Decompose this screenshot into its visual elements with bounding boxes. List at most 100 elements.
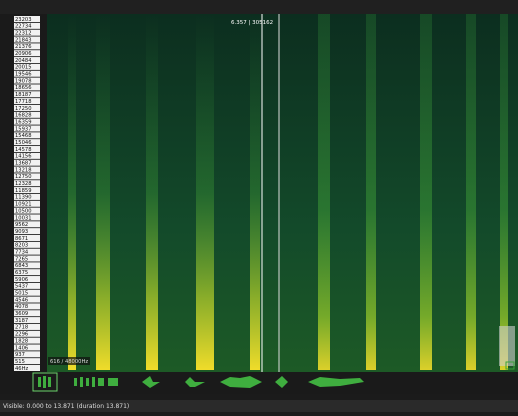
tick-label: 2718 xyxy=(15,325,28,331)
tick-label: 19546 xyxy=(15,72,32,78)
tick-label: 15468 xyxy=(15,133,32,139)
tick-label-bg xyxy=(14,98,40,105)
cursor-label: 6.357 | 305162 xyxy=(231,20,273,26)
tick-label: 12328 xyxy=(15,181,32,187)
tick-label-bg xyxy=(14,262,40,269)
tick-label-bg xyxy=(14,234,40,241)
tick-label-bg xyxy=(14,310,40,317)
frequency-axis: 2320322734223122184321376209062048420015… xyxy=(14,16,40,372)
tick-label-bg xyxy=(14,77,40,84)
waveform-viewport[interactable] xyxy=(32,372,58,392)
tick-label: 16828 xyxy=(15,113,32,119)
tick-label: 20015 xyxy=(15,65,32,71)
tick-label-bg xyxy=(14,200,40,207)
tick-label-bg xyxy=(14,173,40,180)
tick-label: 10031 xyxy=(15,215,32,221)
tick-label: 20906 xyxy=(15,51,32,57)
tick-label: 10500 xyxy=(15,208,32,214)
top-bar xyxy=(0,0,518,14)
speech-band xyxy=(196,14,214,370)
tick-label: 2296 xyxy=(15,332,28,338)
tick-label-bg xyxy=(14,125,40,132)
speech-band xyxy=(96,14,110,370)
tick-label-bg xyxy=(14,337,40,344)
tick-label-bg xyxy=(14,330,40,337)
tick-label: 8203 xyxy=(15,243,28,249)
tick-label: 11859 xyxy=(15,188,32,194)
tick-label: 22312 xyxy=(15,30,32,36)
status-bar xyxy=(0,400,518,412)
tick-label-bg xyxy=(14,70,40,77)
speech-band xyxy=(366,14,376,370)
tick-label-bg xyxy=(14,132,40,139)
tick-label-bg xyxy=(14,317,40,324)
tick-label: 17250 xyxy=(15,106,32,112)
tick-label: 15046 xyxy=(15,140,32,146)
tick-label: 10921 xyxy=(15,202,32,208)
scroll-thumb[interactable] xyxy=(499,326,515,366)
tick-label-bg xyxy=(14,282,40,289)
speech-bands xyxy=(68,14,508,370)
tick-label: 13218 xyxy=(15,167,32,173)
tick-label: 18656 xyxy=(15,85,32,91)
tick-label: 5437 xyxy=(15,284,28,290)
scale-label: 616 / 48000Hz xyxy=(50,359,88,365)
tick-label-bg xyxy=(14,358,40,365)
tick-label: 1828 xyxy=(15,338,28,344)
tick-label: 937 xyxy=(15,352,25,358)
tick-label: 5906 xyxy=(15,277,28,283)
tick-label: 16359 xyxy=(15,119,32,125)
tick-label: 20484 xyxy=(15,58,32,64)
tick-label-bg xyxy=(14,91,40,98)
tick-label: 6375 xyxy=(15,270,28,276)
speech-band xyxy=(500,14,508,370)
tick-label-bg xyxy=(14,276,40,283)
speech-band xyxy=(420,14,432,370)
tick-label: 18187 xyxy=(15,92,32,98)
waveform xyxy=(38,376,364,388)
tick-label-bg xyxy=(14,36,40,43)
tick-label-bg xyxy=(14,228,40,235)
tick-label: 515 xyxy=(15,359,25,365)
tick-label-bg xyxy=(14,241,40,248)
tick-label-bg xyxy=(14,214,40,221)
tick-label: 13687 xyxy=(15,161,32,167)
tick-label-bg xyxy=(14,296,40,303)
tick-label-bg xyxy=(14,22,40,29)
tick-label-bg xyxy=(14,166,40,173)
corner-box[interactable] xyxy=(505,361,515,370)
tick-label-bg xyxy=(14,63,40,70)
speech-band xyxy=(146,14,158,370)
tick-label: 12750 xyxy=(15,174,32,180)
tick-label-bg xyxy=(14,248,40,255)
tick-label: 17718 xyxy=(15,99,32,105)
tick-label-bg xyxy=(14,111,40,118)
tick-label: 14156 xyxy=(15,154,32,160)
tick-label-bg xyxy=(14,118,40,125)
tick-label-bg xyxy=(14,323,40,330)
tick-label: 7734 xyxy=(15,249,29,255)
tick-label-bg xyxy=(14,139,40,146)
tick-label-bg xyxy=(14,84,40,91)
tick-label-bg xyxy=(14,255,40,262)
tick-label-bg xyxy=(14,50,40,57)
tick-label: 22734 xyxy=(15,24,32,30)
tick-label-bg xyxy=(14,29,40,36)
tick-label-bg xyxy=(14,207,40,214)
tick-label: 14578 xyxy=(15,147,32,153)
tick-label-bg xyxy=(14,187,40,194)
tick-label: 9562 xyxy=(15,222,28,228)
speech-band xyxy=(68,14,76,370)
tick-label-bg xyxy=(14,159,40,166)
tick-label-bg xyxy=(14,269,40,276)
tick-label: 3609 xyxy=(15,311,28,317)
tick-label: 6843 xyxy=(15,263,28,269)
speech-band xyxy=(318,14,330,370)
tick-label: 15937 xyxy=(15,126,32,132)
tick-label-bg xyxy=(14,351,40,358)
tick-label-bg xyxy=(14,221,40,228)
spectrogram xyxy=(47,14,518,372)
tick-label: 21843 xyxy=(15,37,32,43)
